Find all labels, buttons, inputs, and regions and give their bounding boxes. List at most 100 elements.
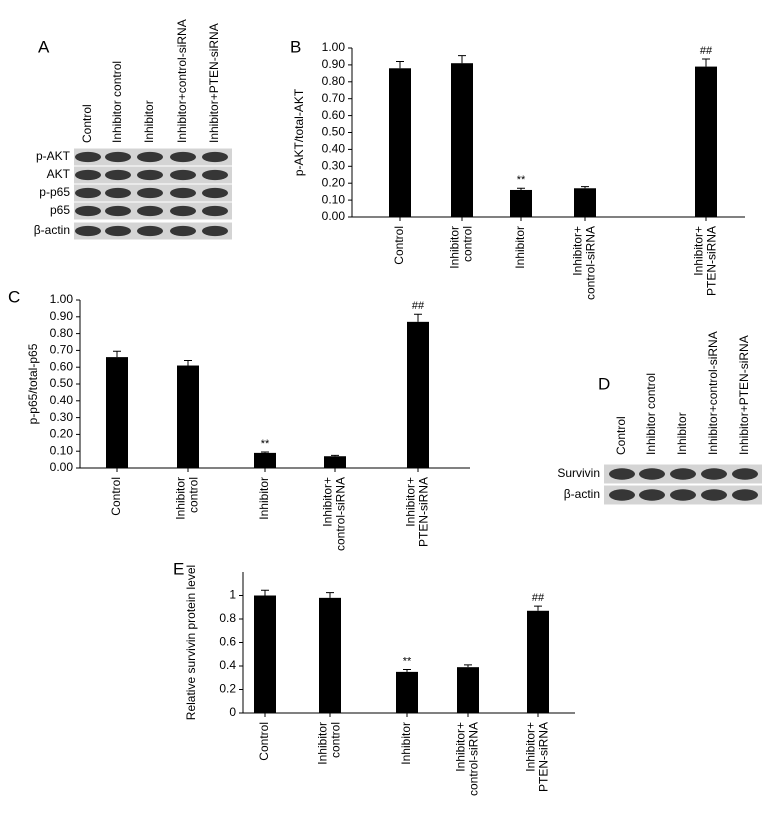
band (105, 187, 131, 199)
y-tick-label: 0.60 (322, 108, 346, 122)
x-tick-label: Inhibitor+control-siRNA (454, 722, 481, 796)
bar (510, 189, 532, 217)
panel-letter: A (38, 37, 50, 56)
bar (527, 610, 549, 713)
band (75, 205, 101, 217)
band (202, 187, 228, 199)
band (732, 468, 758, 480)
y-tick-label: 0.00 (50, 460, 74, 474)
error-bar (702, 58, 710, 67)
error-bar (534, 605, 542, 611)
band (170, 205, 196, 217)
y-tick-label: 0.2 (219, 682, 236, 696)
band (202, 169, 228, 181)
bar (177, 365, 199, 468)
x-tick-label: Inhibitor+PTEN-siRNA (524, 722, 551, 792)
error-bar (331, 454, 339, 457)
y-tick-label: 0.50 (322, 125, 346, 139)
x-tick-label: Inhibitor (399, 722, 413, 765)
band (75, 187, 101, 199)
x-tick-label: Inhibitor+PTEN-siRNA (692, 226, 719, 296)
band (609, 489, 635, 501)
y-tick-label: 1.00 (50, 292, 74, 306)
lane-label: Inhibitor control (644, 373, 658, 455)
error-bar (464, 664, 472, 668)
bar (451, 63, 473, 218)
significance-marker: ** (517, 174, 526, 186)
y-tick-label: 0.90 (50, 309, 74, 323)
band (75, 225, 101, 237)
row-label: Survivin (557, 466, 600, 480)
y-tick-label: 0.90 (322, 57, 346, 71)
band (170, 169, 196, 181)
band (670, 489, 696, 501)
band (137, 169, 163, 181)
error-bar (396, 61, 404, 69)
error-bar (184, 359, 192, 366)
x-tick-label: Inhibitor (257, 477, 271, 520)
y-tick-label: 0.4 (219, 658, 236, 672)
y-tick-label: 0.20 (50, 427, 74, 441)
band (639, 468, 665, 480)
error-bar (403, 669, 411, 672)
band (170, 151, 196, 163)
y-tick-label: 0.70 (50, 343, 74, 357)
bar (389, 68, 411, 217)
y-tick-label: 0.70 (322, 91, 346, 105)
band (105, 169, 131, 181)
lane-label: Inhibitor+control-siRNA (706, 331, 720, 455)
band (105, 205, 131, 217)
bar (457, 667, 479, 713)
panel-letter: C (8, 287, 20, 306)
x-tick-label: Control (109, 477, 123, 516)
band (105, 151, 131, 163)
significance-marker: ## (532, 592, 545, 604)
row-label: p-p65 (39, 185, 70, 199)
row-label: p-AKT (36, 149, 71, 163)
significance-marker: ** (403, 655, 412, 667)
band (202, 151, 228, 163)
y-tick-label: 1.00 (322, 40, 346, 54)
bar (574, 188, 596, 217)
significance-marker: ** (261, 438, 270, 450)
row-label: β-actin (564, 487, 600, 501)
x-tick-label: Inhibitor+PTEN-siRNA (404, 477, 431, 547)
row-label: β-actin (34, 223, 70, 237)
band (639, 489, 665, 501)
band (137, 225, 163, 237)
band (137, 205, 163, 217)
band (732, 489, 758, 501)
bar (695, 66, 717, 217)
lane-label: Inhibitor (675, 412, 689, 455)
lane-label: Inhibitor+control-siRNA (175, 19, 189, 143)
error-bar (458, 55, 466, 64)
y-axis-label: p-AKT/total-AKT (292, 88, 306, 176)
bar (106, 357, 128, 468)
lane-label: Control (614, 416, 628, 455)
row-label: AKT (47, 167, 71, 181)
y-tick-label: 0.8 (219, 611, 236, 625)
y-tick-label: 0.30 (50, 410, 74, 424)
band (75, 169, 101, 181)
band (202, 225, 228, 237)
significance-marker: ## (700, 45, 713, 57)
significance-marker: ## (412, 300, 425, 312)
error-bar (261, 589, 269, 596)
error-bar (414, 313, 422, 322)
y-tick-label: 0.6 (219, 635, 236, 649)
y-tick-label: 1 (229, 588, 236, 602)
bar (254, 452, 276, 468)
x-tick-label: Inhibitorcontrol (174, 477, 201, 520)
x-tick-label: Inhibitor+control-siRNA (321, 477, 348, 551)
panel-letter: D (598, 374, 610, 393)
band (170, 225, 196, 237)
band (137, 151, 163, 163)
y-tick-label: 0.30 (322, 158, 346, 172)
y-tick-label: 0.00 (322, 209, 346, 223)
error-bar (113, 350, 121, 358)
y-tick-label: 0.10 (50, 443, 74, 457)
bar (319, 597, 341, 713)
band (75, 151, 101, 163)
x-tick-label: Inhibitorcontrol (316, 722, 343, 765)
band (137, 187, 163, 199)
